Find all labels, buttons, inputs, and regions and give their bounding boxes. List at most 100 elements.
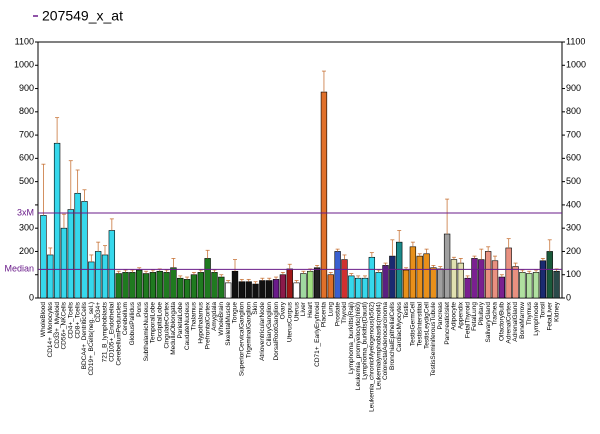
bar [512, 266, 519, 299]
x-tick-label: Pituitary [478, 301, 485, 325]
y-tick-label: 600 [19, 153, 34, 163]
y-tick-label: 1100 [15, 36, 34, 46]
bar [259, 280, 266, 299]
bar [300, 273, 307, 299]
x-tick-label: OlfactoryBulb [499, 302, 506, 341]
y2-tick-label: 1100 [566, 36, 585, 46]
x-tick-label: BronchialEpithelialCells [389, 301, 396, 370]
bar [40, 215, 47, 299]
bar [471, 258, 478, 299]
bar [464, 277, 471, 299]
bar [389, 255, 396, 299]
bar [238, 281, 246, 299]
x-tick-label: BDCA4+_DentriticCells [81, 301, 88, 369]
bar [224, 282, 232, 299]
y2-tick-label: 800 [566, 106, 581, 116]
x-tick-label: SubthalamicNucleus [143, 301, 150, 361]
x-tick-label: Amygdala [211, 302, 218, 331]
x-tick-label: TemporalLobe [150, 302, 157, 344]
x-tick-label: Placenta [321, 302, 328, 328]
x-tick-label: DorsalRootGanglion [273, 302, 280, 361]
x-tick-label: CD8+_Tcells [74, 301, 81, 338]
x-tick-label: Kidney [553, 301, 560, 322]
y-tick-label: 1000 [14, 60, 34, 70]
x-tick-label: TrigeminalGanglion [245, 302, 252, 359]
bar [218, 276, 225, 299]
x-tick-label: CaudateNucleus [184, 301, 191, 350]
bar [108, 230, 116, 299]
x-tick-label: CD56+_NKCells [61, 301, 68, 349]
x-tick-label: FetalLiver [546, 301, 553, 330]
x-tick-label: CerebellumPeduncles [115, 301, 122, 365]
y-tick-label: 200 [19, 246, 34, 256]
bar [539, 260, 547, 299]
bar [307, 270, 314, 299]
y-tick-label: 0 [29, 292, 34, 302]
x-tick-label: SuperiorCervicalGanglion [239, 302, 246, 376]
bar [88, 261, 95, 299]
x-tick-label: Leukemia_promyelocytic(hl60) [355, 302, 362, 390]
x-tick-label: SkeletalMuscle [225, 302, 232, 346]
bar [142, 273, 150, 299]
x-tick-label: CardiacMyocytes [396, 301, 403, 352]
plot-frame [37, 41, 563, 299]
bar [354, 277, 362, 299]
x-tick-label: CingulateCortex [163, 301, 170, 348]
bar [532, 272, 540, 299]
bar [334, 251, 341, 299]
bar [293, 282, 300, 299]
x-tick-label: Lymphoma_burkitts(Raji) [348, 302, 355, 374]
bar [94, 251, 102, 299]
y2-tick-label: 100 [566, 269, 581, 279]
bar [341, 259, 348, 299]
x-tick-label: Ovary [280, 301, 287, 319]
bar [60, 227, 68, 299]
y2-tick-label: 300 [566, 223, 581, 233]
bar [478, 259, 485, 299]
bar [101, 254, 109, 299]
bar [546, 251, 553, 299]
bar [211, 272, 218, 299]
x-tick-label: WholeBlood [40, 302, 47, 337]
bar [53, 142, 61, 299]
x-tick-label: Hypothalamus [198, 301, 205, 343]
bar [491, 260, 499, 299]
bar [81, 201, 88, 299]
bar [266, 280, 273, 299]
x-tick-label: GlobusPallidus [129, 301, 136, 345]
y2-tick-label: 400 [566, 199, 581, 209]
x-tick-label: CiliaryGanglion [266, 302, 273, 346]
bar [197, 272, 204, 299]
x-tick-label: Lymphoma_burkitts(Daudi) [362, 302, 369, 380]
x-tick-label: AdrenalGland [512, 302, 519, 342]
bar [136, 269, 143, 299]
x-tick-label: TestisInterstitial [416, 301, 423, 346]
x-tick-label: CD4+_Tcells [68, 301, 75, 338]
bar [272, 279, 280, 299]
x-tick-label: Cerebellum [122, 302, 129, 335]
bar [129, 272, 136, 299]
reference-label: 3xM [17, 207, 34, 217]
x-tick-label: WholeBrain [218, 302, 225, 336]
x-tick-label: TestisLeydigCell [423, 301, 430, 349]
y2-tick-label: 900 [566, 83, 581, 93]
bar [423, 253, 430, 299]
bar [348, 275, 355, 299]
chart-title: 207549_x_at [42, 8, 123, 24]
bar [245, 281, 252, 299]
bar [177, 277, 184, 299]
bar [443, 233, 451, 299]
bar [368, 256, 376, 299]
x-tick-label: CD105+_Endothelial [109, 301, 116, 361]
y2-tick-label: 200 [566, 246, 581, 256]
bar [170, 267, 177, 299]
x-tick-label: Lymphnode [533, 302, 540, 336]
y-tick-label: 500 [19, 176, 34, 186]
bar [457, 262, 464, 299]
x-tick-label: Prostate [334, 302, 341, 327]
x-tick-label: TestisGermCell [410, 301, 417, 346]
bar [279, 274, 287, 299]
x-tick-label: Adipocyte [451, 302, 458, 331]
bar [526, 273, 533, 299]
bar [204, 258, 211, 299]
